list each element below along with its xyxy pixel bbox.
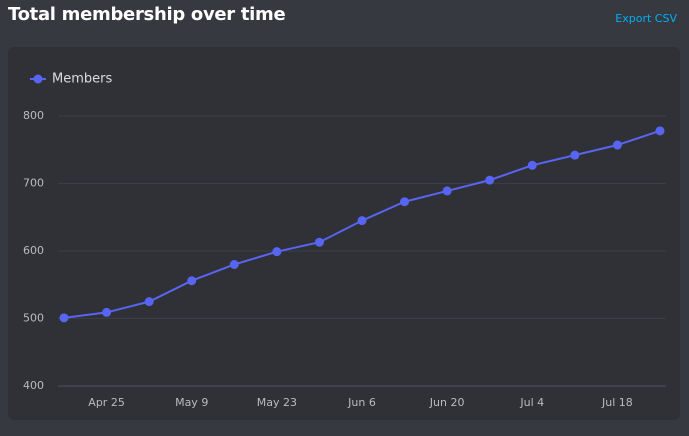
y-tick-label: 800 <box>23 109 44 122</box>
data-point <box>655 126 665 136</box>
data-point <box>485 175 495 185</box>
y-tick-label: 400 <box>23 379 44 392</box>
x-tick-label: Jul 18 <box>601 396 633 409</box>
data-point <box>314 237 324 247</box>
page-title: Total membership over time <box>8 4 286 25</box>
data-point <box>442 186 452 196</box>
data-point <box>357 216 367 226</box>
chart-card <box>8 47 680 420</box>
x-tick-label: May 23 <box>257 396 297 409</box>
x-tick-label: Apr 25 <box>88 396 125 409</box>
data-point <box>229 260 239 269</box>
data-point <box>59 313 69 323</box>
export-csv-link[interactable]: Export CSV <box>615 12 677 25</box>
data-point <box>527 160 537 170</box>
x-tick-label: Jul 4 <box>519 396 544 409</box>
x-tick-label: Jun 20 <box>429 396 465 409</box>
data-point <box>400 197 410 207</box>
data-point <box>102 307 112 317</box>
y-tick-label: 500 <box>23 312 44 325</box>
data-point <box>570 150 580 160</box>
legend-label: Members <box>52 72 112 87</box>
y-tick-label: 600 <box>23 244 44 257</box>
data-point <box>144 297 154 307</box>
data-point <box>612 140 622 150</box>
y-tick-label: 700 <box>23 177 44 190</box>
data-point <box>272 247 282 257</box>
legend-swatch-dot <box>33 74 43 84</box>
data-point <box>187 276 197 286</box>
x-tick-label: May 9 <box>175 396 208 409</box>
x-tick-label: Jun 6 <box>347 396 376 409</box>
